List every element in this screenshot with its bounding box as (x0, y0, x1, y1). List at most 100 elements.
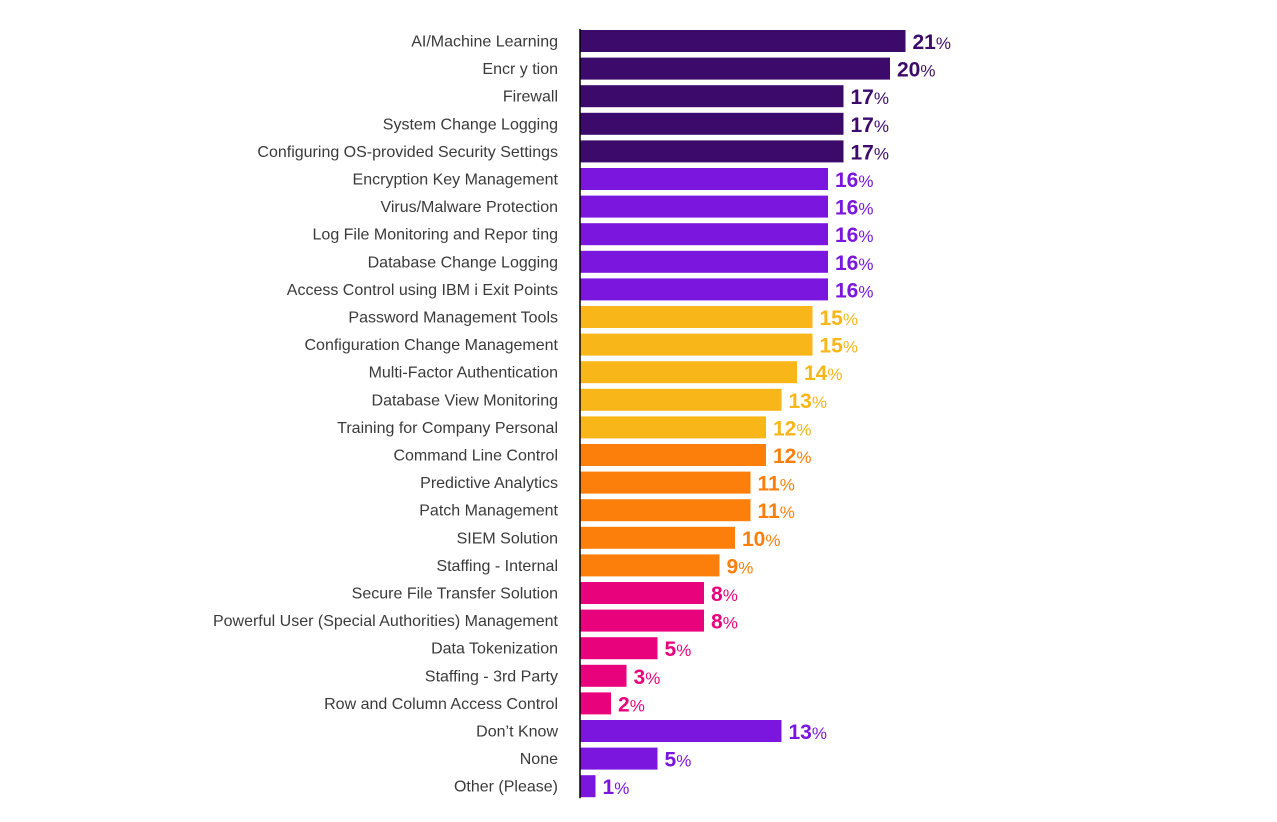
value-label: 3% (634, 666, 661, 689)
category-label: Database Change Logging (368, 254, 558, 271)
bar (580, 554, 720, 577)
value-number: 16 (835, 197, 858, 220)
category-label: SIEM Solution (457, 530, 558, 547)
value-suffix: % (676, 641, 691, 660)
bars (580, 30, 906, 798)
value-number: 2 (618, 693, 630, 716)
value-suffix: % (874, 89, 889, 108)
value-number: 1 (603, 776, 615, 799)
value-label: 10% (742, 528, 780, 551)
value-label: 8% (711, 611, 738, 634)
bar (580, 471, 751, 494)
value-label: 21% (913, 31, 951, 54)
value-label: 20% (897, 59, 935, 82)
value-label: 15% (820, 335, 858, 358)
bar (580, 416, 766, 439)
bar (580, 140, 844, 163)
value-number: 20 (897, 59, 920, 82)
category-label: AI/Machine Learning (411, 34, 558, 51)
category-label: Powerful User (Special Authorities) Mana… (213, 613, 559, 630)
value-number: 16 (835, 224, 858, 247)
value-suffix: % (812, 393, 827, 412)
value-number: 17 (851, 86, 874, 109)
value-label: 16% (835, 197, 873, 220)
value-suffix: % (796, 420, 811, 439)
category-label: Data Tokenization (431, 641, 558, 658)
value-label: 1% (603, 776, 630, 799)
value-number: 3 (634, 666, 646, 689)
value-number: 16 (835, 252, 858, 275)
bar (580, 582, 704, 604)
value-label: 11% (758, 500, 795, 523)
bar (580, 664, 627, 687)
bar (580, 444, 766, 466)
category-label: Secure File Transfer Solution (352, 586, 558, 603)
value-number: 11 (758, 500, 781, 523)
category-labels: AI/Machine Learning Encr y tion Firewall Sy… (213, 34, 559, 796)
bar (580, 775, 596, 798)
category-label: Encr y tion (482, 61, 558, 78)
value-suffix: % (874, 117, 889, 136)
value-number: 5 (665, 749, 677, 772)
value-number: 13 (789, 390, 812, 413)
value-number: 17 (851, 141, 874, 164)
value-suffix: % (780, 476, 795, 495)
value-suffix: % (765, 531, 780, 550)
bar (580, 526, 735, 549)
value-label: 5% (665, 749, 692, 772)
value-suffix: % (796, 448, 811, 467)
value-number: 16 (835, 169, 858, 192)
value-suffix: % (920, 62, 935, 81)
value-suffix: % (780, 503, 795, 522)
bar (580, 747, 658, 770)
value-suffix: % (676, 752, 691, 771)
bar (580, 692, 611, 715)
category-label: Firewall (503, 89, 558, 106)
category-label: Configuring OS-provided Security Setting… (257, 144, 558, 161)
value-label: 13% (789, 390, 827, 413)
value-suffix: % (858, 172, 873, 191)
bar (580, 499, 751, 522)
value-number: 5 (665, 638, 677, 661)
bar (580, 333, 813, 356)
value-labels: 21%20%17%17%17%16%16%16%16%16%15%15%14%1… (603, 31, 951, 799)
value-number: 13 (789, 721, 812, 744)
value-label: 8% (711, 583, 738, 606)
value-label: 12% (773, 445, 811, 468)
value-number: 12 (773, 445, 796, 468)
category-label: None (520, 751, 558, 768)
value-number: 11 (758, 473, 781, 496)
value-label: 17% (851, 141, 889, 164)
bar (580, 57, 890, 80)
value-suffix: % (858, 282, 873, 301)
value-suffix: % (843, 338, 858, 357)
value-label: 12% (773, 417, 811, 440)
bar (580, 250, 828, 273)
category-label: Configuration Change Management (305, 337, 559, 354)
value-label: 13% (789, 721, 827, 744)
value-suffix: % (827, 365, 842, 384)
bar (580, 306, 813, 328)
bar (580, 720, 782, 742)
value-number: 15 (820, 307, 844, 330)
value-suffix: % (614, 779, 629, 798)
value-label: 5% (665, 638, 692, 661)
bar (580, 361, 797, 384)
value-suffix: % (858, 227, 873, 246)
value-label: 11% (758, 473, 795, 496)
value-label: 17% (851, 86, 889, 109)
value-label: 15% (820, 307, 858, 330)
value-suffix: % (645, 669, 660, 688)
value-number: 15 (820, 335, 844, 358)
category-label: Encryption Key Management (353, 172, 559, 189)
bar (580, 637, 658, 660)
bar (580, 195, 828, 218)
category-label: System Change Logging (383, 116, 558, 133)
category-label: Log File Monitoring and Repor ting (313, 227, 558, 244)
category-label: Other (Please) (454, 779, 558, 796)
category-label: Predictive Analytics (420, 475, 558, 492)
bar (580, 168, 828, 190)
value-label: 2% (618, 693, 645, 716)
category-label: Virus/Malware Protection (380, 199, 558, 216)
